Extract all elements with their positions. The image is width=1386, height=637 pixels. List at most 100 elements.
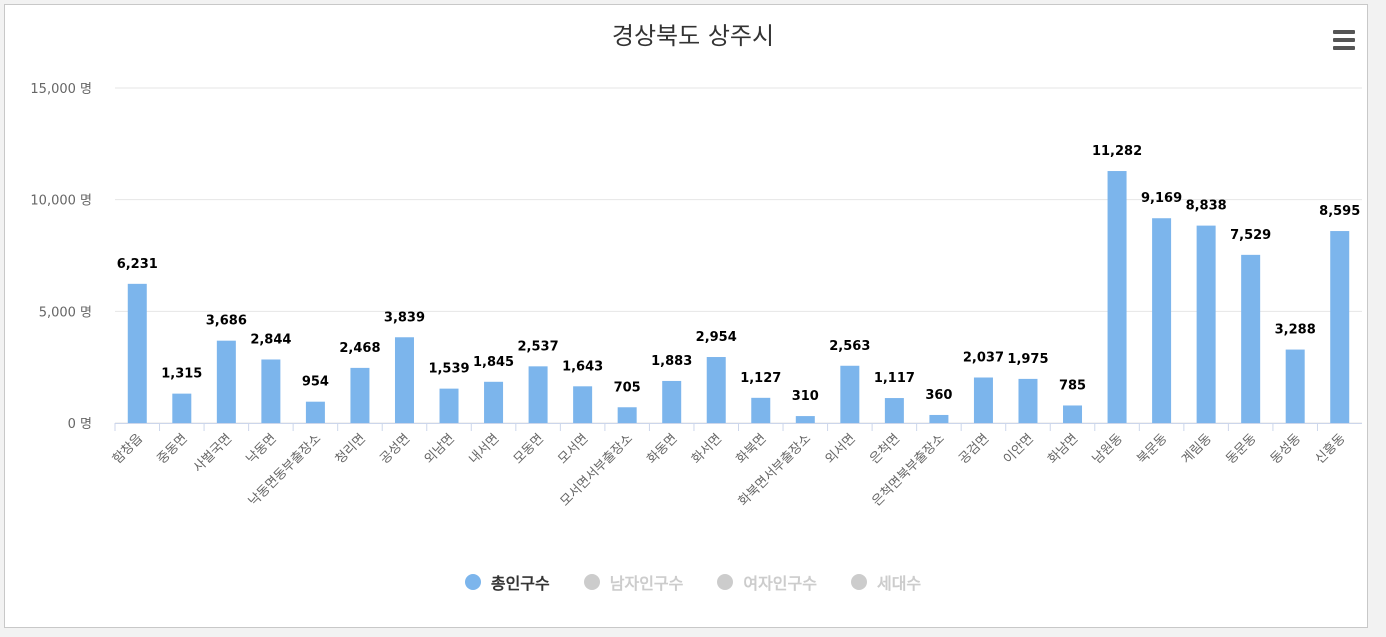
x-category-label: 모동면 [511, 431, 547, 467]
x-category-label: 이안면 [1001, 431, 1037, 467]
x-category-label: 함창읍 [110, 431, 146, 467]
legend-label: 세대수 [876, 574, 922, 593]
x-category-label: 동성동 [1268, 431, 1304, 467]
data-label: 7,529 [1230, 228, 1271, 243]
x-category-label: 화동면 [645, 431, 681, 467]
bar[interactable] [706, 357, 726, 423]
x-category-label: 신흥동 [1313, 431, 1349, 467]
data-label: 3,686 [206, 314, 247, 329]
x-category-label: 계림동 [1179, 431, 1215, 467]
y-tick-label: 5,000 명 [39, 305, 92, 320]
bar[interactable] [528, 366, 548, 423]
bar[interactable] [261, 359, 281, 423]
data-label: 3,839 [384, 310, 425, 325]
x-category-label: 모서면 [555, 431, 591, 467]
data-label: 2,468 [339, 341, 380, 356]
data-label: 2,954 [696, 330, 737, 345]
x-category-label: 동문동 [1224, 431, 1260, 467]
bar[interactable] [1285, 349, 1305, 423]
bar[interactable] [439, 388, 459, 423]
bar[interactable] [127, 283, 147, 423]
bar[interactable] [484, 381, 504, 423]
chart-container [4, 4, 1368, 628]
y-tick-label: 10,000 명 [30, 194, 92, 209]
x-category-label: 공성면 [377, 431, 413, 467]
data-label: 705 [614, 380, 641, 395]
legend-label: 남자인구수 [609, 574, 684, 593]
data-label: 8,838 [1186, 199, 1227, 214]
bar[interactable] [795, 416, 815, 423]
bar[interactable] [1063, 405, 1083, 423]
bar[interactable] [1152, 218, 1172, 423]
x-category-label: 북문동 [1134, 431, 1170, 467]
x-category-label: 외남면 [422, 431, 458, 467]
legend-item[interactable]: 세대수 [850, 570, 922, 594]
data-label: 1,643 [562, 359, 603, 374]
bar[interactable] [1196, 225, 1216, 423]
bar[interactable] [1330, 231, 1350, 423]
bar[interactable] [662, 380, 682, 423]
x-category-label: 낙동면 [244, 431, 280, 467]
x-category-label: 외서면 [823, 431, 859, 467]
data-label: 310 [792, 389, 819, 404]
x-category-label: 청리면 [333, 431, 369, 467]
data-label: 1,539 [428, 362, 469, 377]
x-category-label: 공검면 [956, 431, 992, 467]
data-label: 1,117 [874, 371, 915, 386]
legend-label: 총인구수 [490, 574, 550, 593]
data-label: 1,127 [740, 371, 781, 386]
x-category-label: 화서면 [689, 431, 725, 467]
bar[interactable] [1107, 171, 1127, 423]
legend-item[interactable]: 총인구수 [464, 570, 550, 594]
legend-marker-icon [850, 574, 867, 590]
y-tick-label: 0 명 [68, 417, 92, 432]
bar[interactable] [1241, 254, 1261, 423]
legend-label: 여자인구수 [743, 574, 817, 593]
legend-marker-icon [717, 574, 734, 590]
x-category-label: 화남면 [1045, 431, 1081, 467]
chart-title: 경상북도 상주시 [611, 22, 775, 50]
data-label: 11,282 [1092, 144, 1142, 159]
data-label: 1,883 [651, 354, 692, 369]
x-category-label: 남원동 [1090, 431, 1126, 467]
data-label: 2,844 [250, 332, 291, 347]
data-label: 785 [1059, 378, 1086, 393]
data-label: 9,169 [1141, 191, 1182, 206]
bar[interactable] [350, 367, 370, 423]
legend-item[interactable]: 여자인구수 [717, 570, 817, 594]
bar[interactable] [929, 414, 949, 423]
bar[interactable] [573, 386, 593, 423]
legend-item[interactable]: 남자인구수 [583, 570, 684, 594]
legend-marker-icon [583, 574, 600, 590]
bar[interactable] [172, 393, 192, 423]
legend: 총인구수 남자인구수 여자인구수 세대수 [0, 568, 1386, 596]
x-category-label: 은척면 [867, 431, 903, 467]
bar[interactable] [884, 398, 904, 423]
data-label: 360 [925, 388, 952, 403]
bar[interactable] [305, 401, 325, 423]
x-category-label: 내서면 [466, 431, 502, 467]
x-category-label: 사벌국면 [191, 431, 235, 475]
data-label: 2,563 [829, 339, 870, 354]
x-category-label: 화북면 [734, 431, 770, 467]
data-label: 2,537 [518, 339, 559, 354]
bar[interactable] [617, 407, 637, 423]
data-label: 1,315 [161, 367, 202, 382]
data-label: 6,231 [117, 257, 158, 272]
bar[interactable] [840, 365, 860, 423]
bar[interactable] [973, 377, 993, 423]
bar[interactable] [394, 337, 414, 423]
y-tick-label: 15,000 명 [30, 82, 92, 97]
bar[interactable] [216, 340, 236, 423]
bar[interactable] [751, 397, 771, 423]
data-label: 1,975 [1007, 352, 1048, 367]
data-label: 2,037 [963, 351, 1004, 366]
data-label: 1,845 [473, 355, 514, 370]
bar[interactable] [1018, 378, 1038, 423]
legend-marker-icon [464, 574, 481, 590]
hamburger-menu-icon[interactable] [1329, 27, 1359, 53]
data-label: 8,595 [1319, 204, 1360, 219]
data-label: 3,288 [1275, 323, 1316, 338]
x-category-label: 중동면 [155, 431, 191, 467]
